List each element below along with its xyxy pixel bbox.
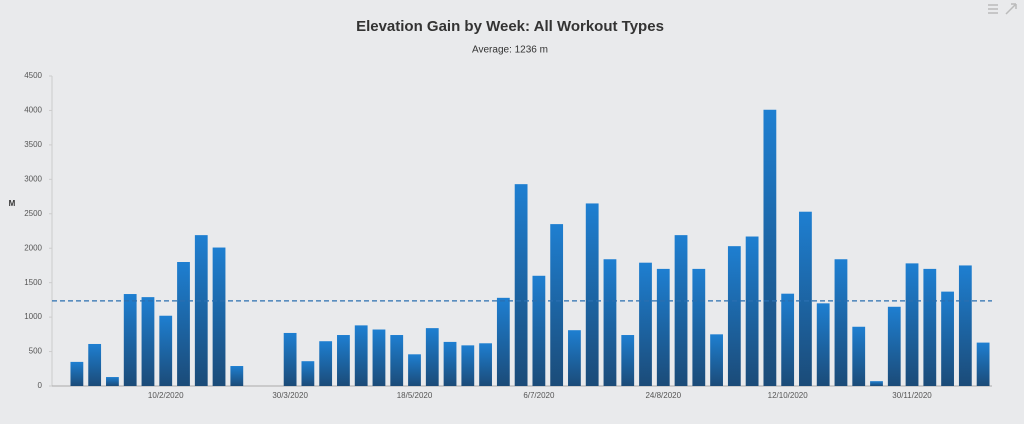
bar [887, 306, 901, 386]
bar [923, 268, 937, 386]
bar [177, 262, 190, 386]
bar [514, 184, 528, 386]
bar [585, 203, 599, 386]
menu-icon[interactable] [988, 4, 998, 14]
x-tick-label: 30/11/2020 [892, 391, 932, 400]
bar [976, 342, 990, 386]
x-tick-label: 10/2/2020 [148, 391, 184, 400]
bar [123, 294, 137, 386]
bar [568, 330, 581, 386]
y-tick-label: 2000 [24, 243, 42, 252]
x-tick-label: 30/3/2020 [272, 391, 308, 400]
bar [656, 268, 670, 386]
bar [301, 361, 315, 386]
x-tick-label: 12/10/2020 [768, 391, 809, 400]
bar [834, 259, 848, 386]
y-tick-label: 3000 [24, 174, 42, 183]
x-tick-label: 24/8/2020 [645, 391, 681, 400]
bar [461, 345, 475, 386]
bar [283, 332, 297, 386]
chart-title: Elevation Gain by Week: All Workout Type… [356, 18, 664, 35]
bar [941, 291, 954, 386]
y-tick-label: 3500 [24, 140, 42, 149]
bar [710, 334, 723, 386]
bar [639, 262, 652, 386]
bar [159, 315, 173, 386]
bar [88, 343, 102, 386]
bar [550, 224, 564, 386]
chart-subtitle: Average: 1236 m [472, 45, 548, 56]
bar [390, 335, 404, 386]
bar [230, 366, 244, 386]
bar [852, 326, 866, 386]
x-tick-label: 18/5/2020 [397, 391, 433, 400]
bar [408, 354, 421, 386]
bar [816, 303, 830, 386]
y-tick-label: 2500 [24, 209, 42, 218]
bar [337, 335, 350, 386]
bar [799, 211, 812, 386]
bar [194, 235, 208, 386]
bar [532, 275, 546, 386]
bar [479, 343, 492, 386]
y-tick-label: 1500 [24, 278, 42, 287]
y-tick-label: 500 [29, 347, 43, 356]
bar [372, 329, 386, 386]
bar [425, 328, 439, 386]
bar [958, 265, 972, 386]
bar [319, 341, 333, 386]
bar [745, 236, 759, 386]
bar [70, 361, 84, 386]
bar [692, 268, 706, 386]
bar [106, 377, 119, 386]
bar [727, 246, 741, 386]
bar [443, 341, 457, 386]
bar [621, 335, 635, 386]
bar [603, 259, 617, 386]
y-tick-label: 0 [38, 381, 43, 390]
y-tick-label: 4500 [24, 71, 42, 80]
bar [212, 247, 226, 386]
y-axis-label: M [9, 199, 16, 208]
bar [354, 325, 368, 386]
y-tick-label: 4000 [24, 106, 42, 115]
bar [870, 381, 883, 386]
bar [674, 235, 688, 386]
bar [496, 297, 510, 386]
bar [905, 263, 919, 386]
x-tick-label: 6/7/2020 [523, 391, 555, 400]
bar [763, 109, 777, 386]
y-tick-label: 1000 [24, 312, 42, 321]
bar [781, 293, 795, 386]
bar [141, 297, 155, 386]
expand-icon[interactable] [1005, 3, 1017, 15]
